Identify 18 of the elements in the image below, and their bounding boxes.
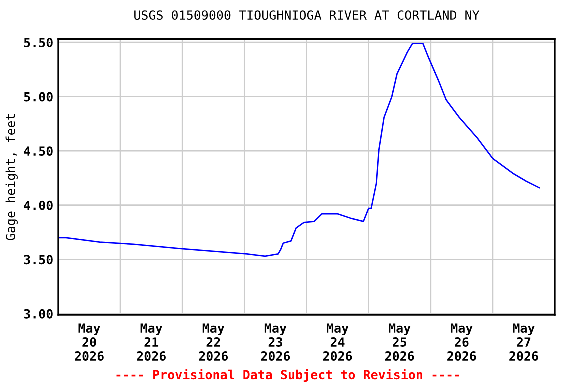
y-axis-title: Gage height, feet	[6, 114, 18, 240]
x-tick-label: May 20 2026	[75, 324, 104, 362]
x-tick-label: May 22 2026	[199, 324, 228, 362]
y-tick-label: 5.00	[24, 92, 53, 102]
chart-title: USGS 01509000 TIOUGHNIOGA RIVER AT CORTLAND NY	[134, 10, 480, 20]
x-tick-label: May 23 2026	[261, 324, 290, 362]
y-tick-label: 3.00	[24, 309, 53, 319]
text: ---- Provisional Data Subject to Revision ----	[116, 369, 460, 382]
x-tick-label: May 26 2026	[448, 324, 476, 362]
y-tick-label: 3.50	[24, 255, 53, 265]
y-tick-label: 5.50	[24, 38, 53, 48]
y-tick-label: 4.50	[24, 146, 53, 156]
y-tick-label: 4.00	[24, 200, 53, 210]
line-series	[58, 42, 540, 258]
x-tick-label: May 21 2026	[137, 324, 166, 362]
x-tick-label: May 27 2026	[510, 324, 538, 362]
x-tick-label: May 24 2026	[323, 324, 352, 362]
x-tick-label: May 25 2026	[385, 324, 414, 362]
